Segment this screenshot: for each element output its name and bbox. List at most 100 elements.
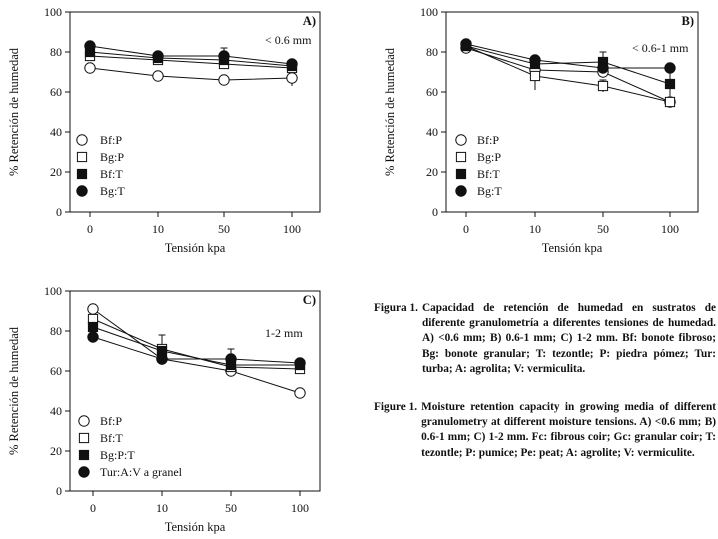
chart-a-xtick-label: 100 — [283, 222, 301, 236]
chart-c-legend-marker-4 — [78, 466, 90, 478]
chart-c-legend-label-4: Tur:A:V a granel — [100, 465, 183, 479]
caption-english-text: Moisture retention capacity in growing m… — [421, 401, 716, 459]
chart-b-series-line-1 — [465, 47, 671, 103]
caption-english-label: Figure 1. — [374, 401, 418, 413]
chart-b-panel-label: B) — [682, 14, 695, 28]
chart-c-ylabel: % Retención de humedad — [7, 326, 21, 455]
chart-c-point-1 — [87, 303, 99, 315]
chart-c-frame — [69, 290, 321, 492]
chart-a-xtick-label: 10 — [152, 222, 164, 236]
caption-spanish: Figura 1. Capacidad de retención de hume… — [374, 301, 716, 377]
chart-c-legend-marker-1 — [78, 415, 90, 427]
chart-c-point-4 — [294, 357, 306, 369]
chart-a-panel-label: A) — [303, 14, 316, 28]
chart-c-xtick-label: 100 — [291, 501, 309, 515]
chart-a-ytick-label: 20 — [50, 165, 62, 179]
chart-b-series-line-4 — [465, 43, 670, 69]
chart-a-xtick-label: 0 — [87, 222, 93, 236]
chart-b-ytick-label: 80 — [426, 45, 438, 59]
chart-c-ytick-label: 80 — [50, 324, 62, 338]
chart-b-legend-marker-2 — [455, 151, 467, 163]
chart-b-ylabel: % Retención de humedad — [383, 47, 397, 176]
chart-b-point-4 — [597, 62, 609, 74]
chart-a-ytick-label: 80 — [50, 45, 62, 59]
chart-b-point-4 — [460, 38, 472, 50]
chart-a-point-1 — [84, 62, 96, 74]
chart-b-frame — [445, 11, 699, 213]
chart-a-ytick-label: 60 — [50, 85, 62, 99]
chart-c-ytick-label: 0 — [56, 484, 62, 498]
chart-b-point-2 — [529, 70, 541, 82]
chart-a-ytick-label: 100 — [44, 5, 62, 19]
chart-a-legend-marker-1 — [76, 134, 88, 146]
chart-c-xtick-label: 50 — [225, 501, 237, 515]
chart-b-xlabel: Tensión kpa — [542, 241, 603, 255]
chart-b-xtick-label: 0 — [463, 222, 469, 236]
chart-c-ytick-label: 100 — [44, 284, 62, 298]
chart-c-legend-label-1: Bf:P — [100, 414, 122, 428]
chart-b-series-line-3 — [465, 45, 671, 85]
chart-b-legend-label-1: Bf:P — [477, 133, 499, 147]
chart-b-legend-marker-4 — [455, 185, 467, 197]
chart-c-panel-label: C) — [303, 293, 316, 307]
chart-a-ytick-label: 0 — [56, 205, 62, 219]
chart-b-legend-label-3: Bf:T — [477, 167, 500, 181]
chart-c-point-3 — [87, 321, 99, 333]
chart-a-ytick-label: 40 — [50, 125, 62, 139]
chart-c-point-4 — [225, 353, 237, 365]
chart-a-series-line-2 — [89, 55, 293, 69]
chart-c-ytick-label: 40 — [50, 404, 62, 418]
chart-a-legend-label-4: Bg:T — [100, 184, 125, 198]
chart-b-xtick-label: 50 — [597, 222, 609, 236]
chart-a-xlabel: Tensión kpa — [165, 241, 226, 255]
chart-a-ylabel: % Retención de humedad — [7, 47, 21, 176]
chart-b-point-3 — [664, 78, 676, 90]
chart-b-point-4 — [664, 62, 676, 74]
chart-b-ytick-label: 0 — [432, 205, 438, 219]
chart-a-point-1 — [286, 72, 298, 84]
chart-b-legend-label-2: Bg:P — [477, 150, 501, 164]
chart-c-point-4 — [156, 353, 168, 365]
chart-a-legend-label-2: Bg:P — [100, 150, 124, 164]
chart-c-point-4 — [87, 331, 99, 343]
chart-b-point-4 — [529, 54, 541, 66]
chart-b-xtick-label: 10 — [529, 222, 541, 236]
chart-a-legend-marker-4 — [76, 185, 88, 197]
chart-c-point-1 — [294, 387, 306, 399]
chart-c-series-line-3 — [92, 326, 300, 366]
chart-a-point-4 — [286, 58, 298, 70]
chart-c: 0 20 40 60 80 100 0 10 50 100 Tensión kpa % Retenci… — [7, 284, 321, 534]
chart-a-xtick-label: 50 — [218, 222, 230, 236]
chart-b-ytick-label: 20 — [426, 165, 438, 179]
chart-a-point-4 — [152, 50, 164, 62]
chart-a-legend-marker-3 — [76, 168, 88, 180]
chart-b-point-2 — [664, 96, 676, 108]
chart-c-xtick-label: 10 — [156, 501, 168, 515]
chart-b-legend-label-4: Bg:T — [477, 184, 502, 198]
chart-a-point-4 — [218, 50, 230, 62]
chart-a-legend-label-1: Bf:P — [100, 133, 122, 147]
chart-a-series-line-4 — [89, 45, 293, 65]
chart-a-point-4 — [84, 40, 96, 52]
caption-spanish-label: Figura 1. — [374, 302, 418, 314]
chart-c-legend-marker-3 — [78, 449, 90, 461]
chart-c-size-note: 1-2 mm — [265, 326, 303, 340]
chart-b-ytick-label: 100 — [420, 5, 438, 19]
chart-b-series-line-2 — [465, 45, 671, 103]
chart-c-ytick-label: 20 — [50, 444, 62, 458]
chart-c-series-line-1 — [92, 308, 301, 394]
chart-c-ytick-label: 60 — [50, 364, 62, 378]
caption-english: Figure 1. Moisture retention capacity in… — [374, 400, 716, 461]
chart-b-ytick-label: 40 — [426, 125, 438, 139]
chart-c-legend-marker-2 — [78, 432, 90, 444]
chart-b-size-note: < 0.6-1 mm — [632, 41, 689, 55]
chart-a-point-1 — [218, 74, 230, 86]
chart-a-point-1 — [152, 70, 164, 82]
chart-a-frame — [69, 11, 321, 213]
chart-a-legend-marker-2 — [76, 151, 88, 163]
caption-spanish-text: Capacidad de retención de humedad en sus… — [421, 302, 716, 375]
chart-a-legend-label-3: Bf:T — [100, 167, 123, 181]
chart-b-point-2 — [597, 80, 609, 92]
chart-a-series-line-3 — [89, 51, 293, 67]
chart-b-xtick-label: 100 — [661, 222, 679, 236]
